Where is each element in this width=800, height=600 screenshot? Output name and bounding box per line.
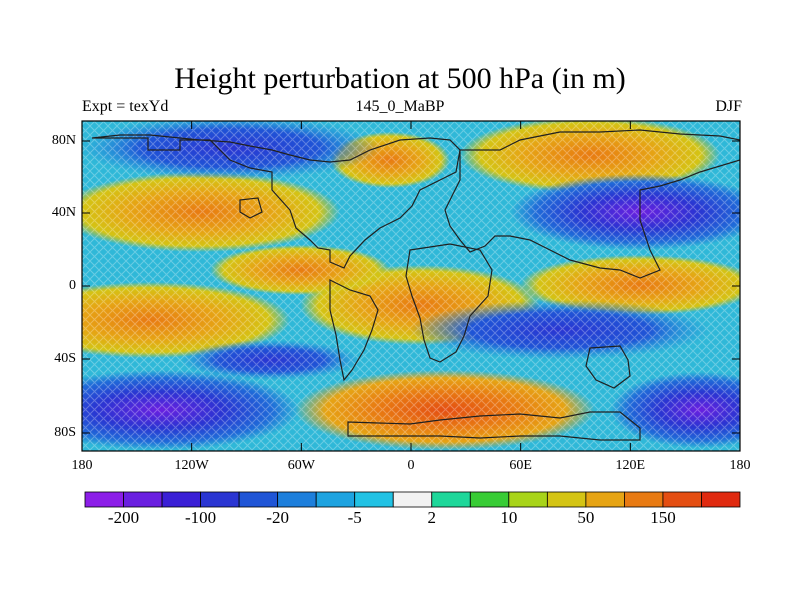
lat-label: 40N	[51, 205, 76, 220]
lat-label: 40S	[54, 351, 76, 366]
lon-label: 0	[407, 458, 415, 473]
colorbar-label: 50	[577, 508, 595, 527]
colorbar-box	[84, 491, 124, 508]
lon-label: 180	[729, 458, 751, 473]
map-field	[82, 121, 740, 451]
coastline-south-america	[329, 279, 379, 382]
lat-label: 80S	[54, 425, 76, 440]
coastline-eurasia	[444, 129, 740, 279]
colorbar-label: -20	[266, 508, 289, 527]
colorbar-box	[624, 491, 664, 508]
coastlines	[91, 129, 740, 441]
colorbar-label: 150	[650, 508, 676, 527]
colorbar-box	[200, 491, 240, 508]
colorbar-box	[277, 491, 317, 508]
colorbar-box	[392, 491, 433, 508]
lon-label: 120E	[615, 458, 646, 473]
lon-label: 120W	[174, 458, 209, 473]
coastline-greenland	[239, 197, 263, 219]
colorbar-box	[701, 491, 741, 508]
coastline-australia	[585, 345, 631, 389]
axis-ticks	[81, 121, 741, 451]
colorbar-box	[431, 491, 471, 508]
experiment-label: Expt = texYd	[82, 98, 169, 115]
colorbar-box	[469, 491, 510, 508]
lon-label: 180	[71, 458, 93, 473]
colorbar-box	[123, 491, 163, 508]
chart-title: Height perturbation at 500 hPa (in m)	[174, 62, 626, 95]
lat-label: 0	[69, 278, 76, 293]
coastline-north-america	[91, 134, 461, 269]
colorbar-box	[161, 491, 201, 508]
colorbar-label: 10	[500, 508, 518, 527]
colorbar-box	[354, 491, 394, 508]
colorbar-label: -5	[347, 508, 362, 527]
colorbar-label: 2	[427, 508, 437, 527]
colorbar-box	[662, 491, 702, 508]
season-label: DJF	[715, 98, 742, 115]
colorbar-box	[546, 491, 587, 508]
colorbar-box	[585, 491, 625, 508]
colorbar-box	[238, 491, 279, 508]
coastline-antarctica	[347, 411, 641, 441]
colorbar-label: -200	[107, 508, 140, 527]
colorbar-box	[508, 491, 548, 508]
period-label: 145_0_MaBP	[355, 98, 445, 115]
coastline-africa	[405, 243, 493, 363]
colorbar-box	[315, 491, 356, 508]
colorbar	[84, 491, 741, 508]
lon-label: 60W	[287, 458, 315, 473]
colorbar-label: -100	[184, 508, 217, 527]
lon-label: 60E	[509, 458, 532, 473]
lat-label: 80N	[51, 133, 76, 148]
